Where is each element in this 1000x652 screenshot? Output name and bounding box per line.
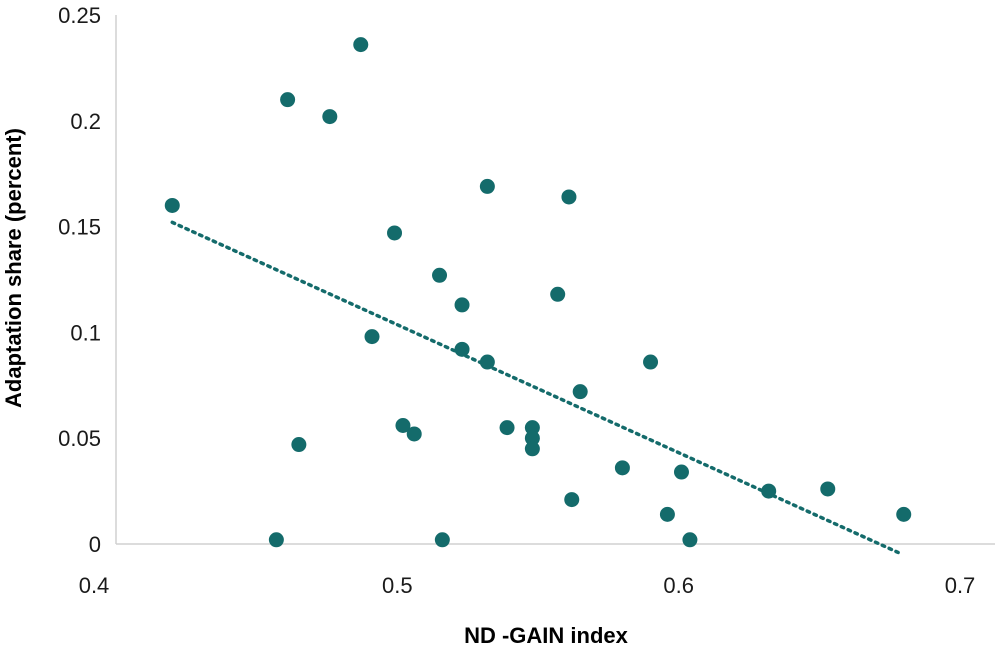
data-point — [164, 197, 180, 213]
x-tick-label: 0.5 — [382, 573, 413, 598]
data-point — [682, 532, 698, 548]
data-point — [479, 178, 495, 194]
data-point — [280, 92, 296, 108]
data-point — [434, 532, 450, 548]
data-point — [550, 286, 566, 302]
data-point — [387, 225, 403, 241]
data-point — [353, 37, 369, 53]
data-point — [614, 460, 630, 476]
data-point — [761, 483, 777, 499]
data-point — [268, 532, 284, 548]
data-point — [659, 506, 675, 522]
data-point — [896, 506, 912, 522]
y-tick-label: 0.2 — [70, 109, 101, 134]
data-point — [561, 189, 577, 205]
y-axis-title: Adaptation share (percent) — [1, 128, 26, 408]
data-point — [524, 430, 540, 446]
data-point — [643, 354, 659, 370]
data-point — [406, 426, 422, 442]
x-tick-labels: 0.4 0.5 0.6 0.7 — [79, 573, 976, 598]
y-tick-label: 0.1 — [70, 320, 101, 345]
data-point — [572, 384, 588, 400]
data-point — [524, 420, 540, 436]
data-point — [479, 354, 495, 370]
y-tick-label: 0.15 — [58, 215, 101, 240]
axes — [115, 15, 995, 545]
x-tick-label: 0.4 — [79, 573, 110, 598]
data-point — [291, 437, 307, 453]
data-point — [395, 418, 411, 434]
x-tick-label: 0.6 — [663, 573, 694, 598]
data-point — [673, 464, 689, 480]
data-points — [164, 37, 912, 548]
data-point — [454, 297, 470, 313]
data-point — [564, 492, 580, 508]
y-tick-label: 0 — [89, 532, 101, 557]
data-point — [364, 329, 380, 345]
y-tick-label: 0.25 — [58, 3, 101, 28]
data-point — [454, 341, 470, 357]
data-point — [322, 109, 338, 125]
data-point — [432, 267, 448, 283]
data-point — [524, 441, 540, 457]
data-point — [820, 481, 836, 497]
x-tick-label: 0.7 — [945, 573, 976, 598]
x-axis-title: ND -GAIN index — [464, 623, 629, 648]
data-point — [499, 420, 515, 436]
y-tick-label: 0.05 — [58, 426, 101, 451]
trendline — [170, 220, 900, 555]
y-tick-labels: 0 0.05 0.1 0.15 0.2 0.25 — [58, 3, 101, 557]
